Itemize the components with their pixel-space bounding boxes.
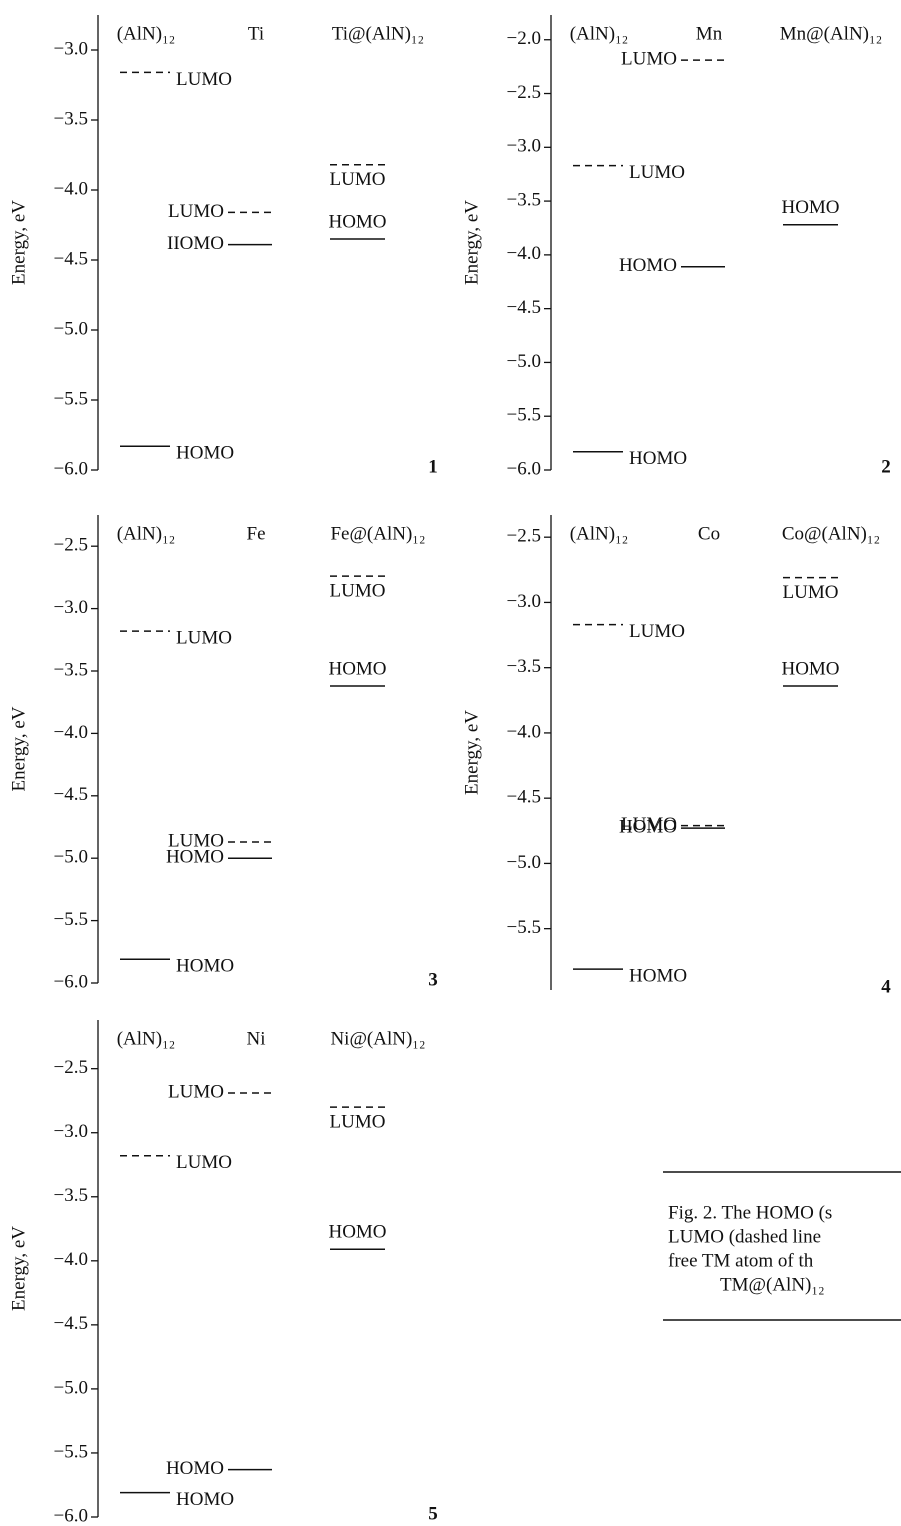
homo-label: HOMO bbox=[166, 1458, 224, 1479]
y-tick-label: −2.5 bbox=[54, 535, 88, 556]
y-tick-label: −4.0 bbox=[54, 1249, 88, 1270]
y-tick-label: −6.0 bbox=[54, 1505, 88, 1526]
y-tick-label: −4.0 bbox=[507, 721, 541, 742]
y-axis-label: Energy, eV bbox=[8, 706, 29, 791]
y-tick-label: −5.5 bbox=[507, 405, 541, 426]
y-tick-label: −2.0 bbox=[507, 28, 541, 49]
lumo-label: LUMO bbox=[621, 814, 677, 835]
homo-label: HOMO bbox=[619, 817, 677, 838]
y-tick-label: −3.5 bbox=[507, 656, 541, 677]
y-tick-label: −4.0 bbox=[54, 722, 88, 743]
homo-label: HOMO bbox=[781, 658, 839, 679]
y-axis-label: Energy, eV bbox=[461, 710, 482, 795]
lumo-label: LUMO bbox=[629, 621, 685, 642]
y-tick-label: −4.5 bbox=[54, 1313, 88, 1334]
lumo-label: LUMO bbox=[330, 581, 386, 602]
lumo-label: LUMO bbox=[330, 1111, 386, 1132]
y-tick-label: −6.0 bbox=[54, 458, 88, 479]
caption-line: TM@(AlN)₁₂ bbox=[720, 1274, 825, 1295]
y-tick-label: −3.5 bbox=[54, 108, 88, 129]
y-tick-label: −6.0 bbox=[54, 971, 88, 992]
lumo-label: LUMO bbox=[168, 201, 224, 222]
y-tick-label: −3.5 bbox=[54, 659, 88, 680]
lumo-label: LUMO bbox=[176, 1152, 232, 1173]
y-tick-label: −6.0 bbox=[507, 458, 541, 479]
lumo-label: LUMO bbox=[783, 582, 839, 603]
y-tick-label: −5.5 bbox=[54, 909, 88, 930]
homo-label: HOMO bbox=[629, 448, 687, 469]
lumo-label: LUMO bbox=[168, 830, 224, 851]
column-header: Fe bbox=[247, 523, 266, 544]
y-tick-label: −5.5 bbox=[54, 1441, 88, 1462]
y-tick-label: −3.0 bbox=[507, 136, 541, 157]
panel-number: 1 bbox=[428, 456, 438, 477]
homo-label: HOMO bbox=[328, 1222, 386, 1243]
y-tick-label: −5.5 bbox=[54, 388, 88, 409]
panel-number: 5 bbox=[428, 1503, 438, 1524]
column-header: (AlN)₁₂ bbox=[570, 523, 629, 544]
column-header: Ti@(AlN)₁₂ bbox=[332, 23, 424, 44]
y-tick-label: −4.0 bbox=[54, 178, 88, 199]
y-tick-label: −5.0 bbox=[507, 351, 541, 372]
homo-label: IIOMO bbox=[167, 233, 224, 254]
y-tick-label: −4.5 bbox=[54, 784, 88, 805]
column-header: (AlN)₁₂ bbox=[570, 23, 629, 44]
column-header: Ni bbox=[247, 1028, 266, 1049]
y-tick-label: −3.0 bbox=[507, 591, 541, 612]
column-header: Mn@(AlN)₁₂ bbox=[780, 23, 883, 44]
homo-label: HOMO bbox=[176, 956, 234, 977]
homo-label: HOMO bbox=[176, 443, 234, 464]
y-tick-label: −2.5 bbox=[507, 526, 541, 547]
y-tick-label: −3.0 bbox=[54, 38, 88, 59]
lumo-label: LUMO bbox=[330, 169, 386, 190]
y-axis-label: Energy, eV bbox=[461, 200, 482, 285]
y-tick-label: −2.5 bbox=[507, 82, 541, 103]
panel-number: 3 bbox=[428, 969, 438, 990]
y-tick-label: −4.5 bbox=[54, 248, 88, 269]
homo-label: HOMO bbox=[619, 255, 677, 276]
y-tick-label: −5.0 bbox=[507, 852, 541, 873]
y-tick-label: −5.0 bbox=[54, 1377, 88, 1398]
y-tick-label: −5.5 bbox=[507, 917, 541, 938]
caption-line: Fig. 2. The HOMO (s bbox=[668, 1202, 832, 1223]
homo-label: HOMO bbox=[781, 197, 839, 218]
y-tick-label: −5.0 bbox=[54, 318, 88, 339]
lumo-label: LUMO bbox=[629, 162, 685, 183]
y-tick-label: −3.0 bbox=[54, 597, 88, 618]
y-axis-label: Energy, eV bbox=[8, 1226, 29, 1311]
homo-label: HOMO bbox=[166, 847, 224, 868]
column-header: Co@(AlN)₁₂ bbox=[782, 523, 880, 544]
y-tick-label: −5.0 bbox=[54, 847, 88, 868]
column-header: Mn bbox=[696, 23, 723, 44]
column-header: Ti bbox=[248, 23, 264, 44]
y-tick-label: −4.0 bbox=[507, 243, 541, 264]
homo-label: HOMO bbox=[328, 211, 386, 232]
y-tick-label: −3.5 bbox=[507, 189, 541, 210]
y-tick-label: −2.5 bbox=[54, 1057, 88, 1078]
panel-number: 2 bbox=[881, 456, 891, 477]
lumo-label: LUMO bbox=[176, 627, 232, 648]
column-header: Co bbox=[698, 523, 720, 544]
column-header: (AlN)₁₂ bbox=[117, 1028, 176, 1049]
homo-label: HOMO bbox=[176, 1489, 234, 1510]
column-header: (AlN)₁₂ bbox=[117, 23, 176, 44]
column-header: (AlN)₁₂ bbox=[117, 523, 176, 544]
caption-line: free TM atom of th bbox=[668, 1250, 814, 1271]
column-header: Ni@(AlN)₁₂ bbox=[330, 1028, 425, 1049]
y-tick-label: −3.5 bbox=[54, 1185, 88, 1206]
y-tick-label: −3.0 bbox=[54, 1121, 88, 1142]
caption-line: LUMO (dashed line bbox=[668, 1226, 821, 1247]
lumo-label: LUMO bbox=[176, 69, 232, 90]
y-tick-label: −4.5 bbox=[507, 787, 541, 808]
homo-label: HOMO bbox=[328, 658, 386, 679]
lumo-label: LUMO bbox=[168, 1081, 224, 1102]
panel-number: 4 bbox=[881, 976, 891, 997]
y-axis-label: Energy, eV bbox=[8, 200, 29, 285]
y-tick-label: −4.5 bbox=[507, 297, 541, 318]
homo-label: HOMO bbox=[629, 965, 687, 986]
lumo-label: LUMO bbox=[621, 49, 677, 70]
column-header: Fe@(AlN)₁₂ bbox=[330, 523, 425, 544]
